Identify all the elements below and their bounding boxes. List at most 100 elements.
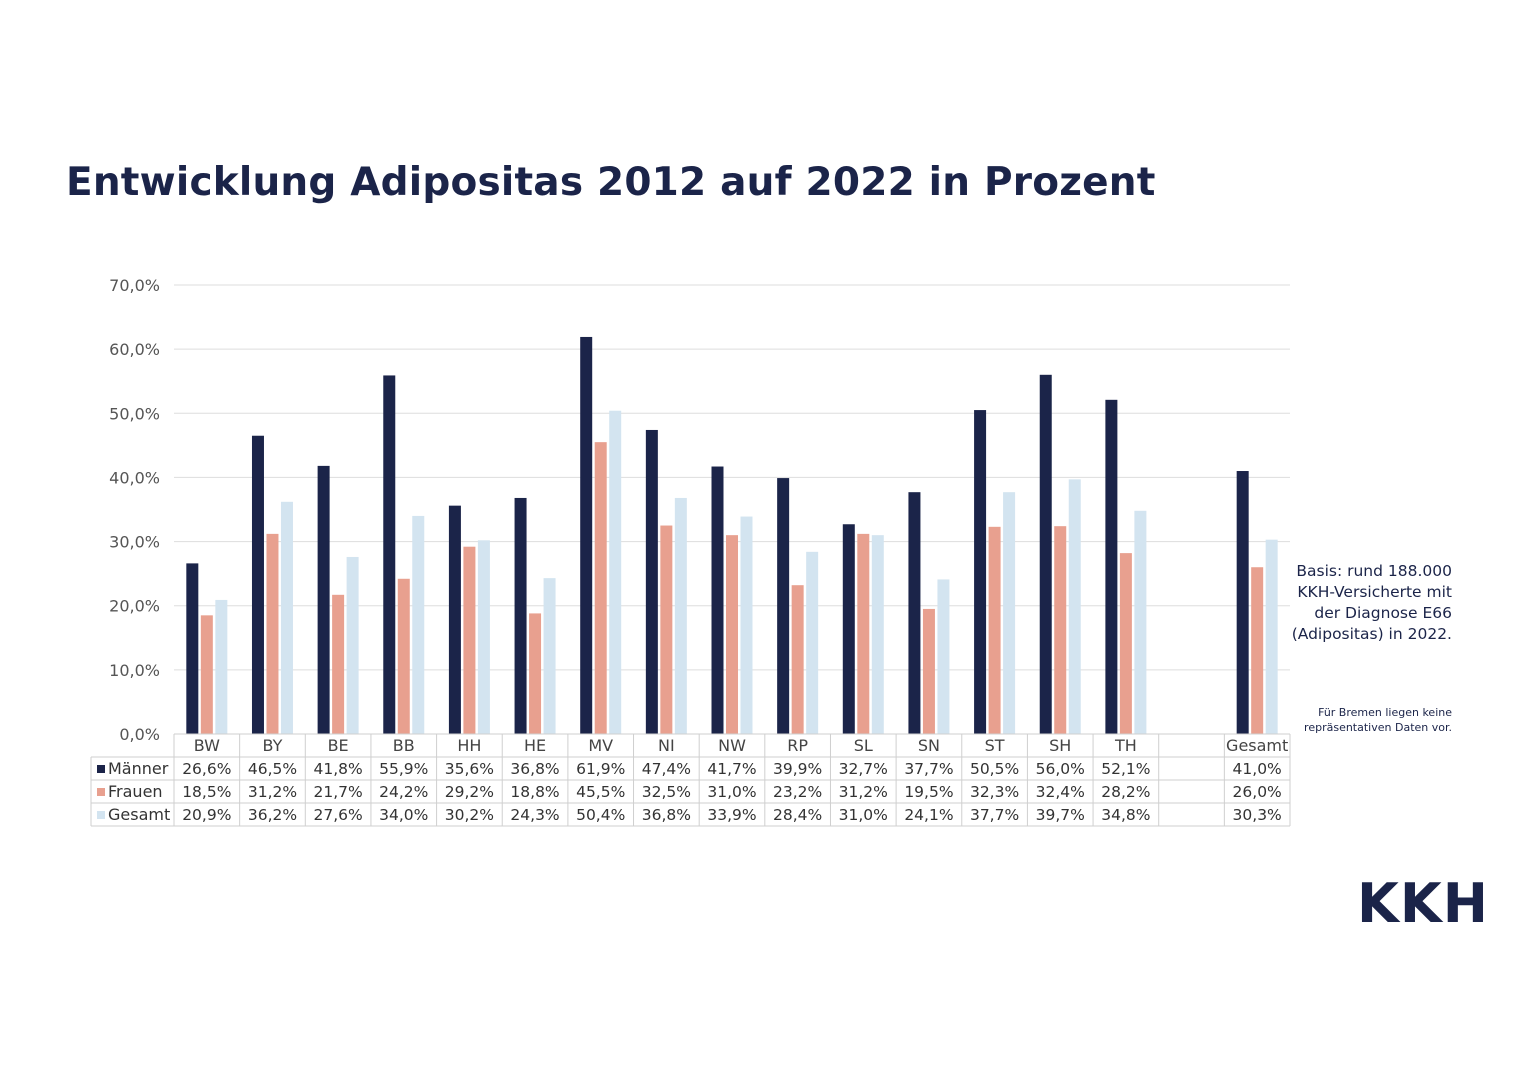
data-label: 32,5% — [642, 783, 691, 801]
bar-männer-ni — [645, 429, 658, 734]
data-label: 34,0% — [379, 806, 428, 824]
data-label: 23,2% — [773, 783, 822, 801]
bar-männer-th — [1105, 399, 1118, 734]
bar-gesamt-bb — [412, 515, 425, 734]
bar-frauen-bw — [200, 615, 213, 734]
data-label: 32,3% — [970, 783, 1019, 801]
data-label: 37,7% — [970, 806, 1019, 824]
category-label: HH — [457, 736, 481, 755]
bar-männer-hh — [448, 505, 461, 734]
bar-gesamt-rp — [806, 551, 819, 734]
data-label: 36,2% — [248, 806, 297, 824]
data-label: 26,6% — [182, 760, 231, 778]
category-label: HE — [524, 736, 546, 755]
data-label: 31,0% — [707, 783, 756, 801]
legend-label-gesamt: Gesamt — [108, 805, 170, 824]
bar-frauen-nw — [726, 535, 738, 734]
bar-männer-be — [317, 465, 330, 734]
data-label: 28,4% — [773, 806, 822, 824]
y-axis: 0,0% 10,0% 20,0% 30,0% 40,0% 50,0% 60,0% 70,0% — [109, 276, 160, 744]
bar-frauen-bb — [397, 578, 410, 734]
data-table: BW BY BE BB HH HE MV NI NW RP SL SN ST SH TH Gesamt Männ… — [90, 733, 1291, 827]
category-label: SL — [854, 736, 873, 755]
bar-frauen-by — [266, 533, 279, 734]
category-label: ST — [985, 736, 1005, 755]
bar-frauen-be — [332, 594, 345, 734]
category-label: Gesamt — [1226, 736, 1288, 755]
bar-gesamt-th — [1134, 510, 1147, 734]
data-label: 18,8% — [510, 783, 559, 801]
data-label: 24,3% — [510, 806, 559, 824]
bar-frauen-st — [988, 526, 1001, 734]
bar-männer-bb — [383, 375, 396, 734]
bar-gesamt-hh — [477, 540, 490, 734]
bar-männer-sn — [908, 492, 921, 734]
data-label: 55,9% — [379, 760, 428, 778]
bar-frauen-sn — [922, 608, 935, 734]
data-label: 36,8% — [642, 806, 691, 824]
data-label: 39,9% — [773, 760, 822, 778]
bar-frauen-ni — [660, 525, 673, 734]
y-tick-label: 60,0% — [109, 340, 160, 359]
bar-gesamt-be — [346, 556, 359, 734]
data-label: 34,8% — [1101, 806, 1150, 824]
bar-männer-by — [251, 435, 264, 734]
bar-männer-bw — [186, 563, 199, 734]
category-label: BB — [393, 736, 415, 755]
category-label: NW — [718, 736, 746, 755]
y-tick-label: 50,0% — [109, 404, 160, 423]
bar-gesamt-sh — [1068, 479, 1081, 734]
bar-gesamt-st — [1003, 492, 1016, 734]
bar-männer-rp — [777, 478, 790, 734]
bar-gesamt-sl — [871, 535, 884, 734]
bar-frauen-gesamt — [1251, 567, 1264, 734]
data-label: 19,5% — [904, 783, 953, 801]
bar-frauen-sl — [857, 533, 870, 734]
data-label: 18,5% — [182, 783, 231, 801]
bremen-footnote: Für Bremen liegen keine repräsentativen … — [1304, 706, 1452, 734]
category-label: SH — [1049, 736, 1071, 755]
bar-männer-sh — [1039, 374, 1052, 734]
bar-gesamt-nw — [740, 516, 753, 734]
category-label: BE — [328, 736, 349, 755]
y-tick-label: 70,0% — [109, 276, 160, 295]
y-tick-label: 40,0% — [109, 468, 160, 487]
category-label: BY — [263, 736, 283, 755]
y-tick-label: 20,0% — [109, 597, 160, 616]
y-tick-label: 0,0% — [119, 725, 160, 744]
legend-label-frauen: Frauen — [108, 782, 163, 801]
bar-frauen-rp — [791, 585, 804, 734]
bar-männer-mv — [580, 336, 593, 734]
data-label: 35,6% — [445, 760, 494, 778]
bar-männer-nw — [711, 466, 724, 734]
data-label: 61,9% — [576, 760, 625, 778]
kkh-logo: KKH — [1357, 872, 1489, 935]
data-label: 24,2% — [379, 783, 428, 801]
bar-gesamt-gesamt — [1265, 539, 1278, 734]
bar-gesamt-mv — [609, 410, 622, 734]
bar-frauen-sh — [1054, 526, 1067, 734]
category-label: SN — [918, 736, 940, 755]
category-label: NI — [658, 736, 675, 755]
bar-frauen-he — [529, 613, 542, 734]
category-label: TH — [1114, 736, 1137, 755]
legend-swatch-gesamt — [97, 811, 105, 819]
data-label: 32,4% — [1036, 783, 1085, 801]
bar-gesamt-ni — [674, 497, 687, 734]
legend-label-männer: Männer — [108, 759, 169, 778]
data-label: 50,5% — [970, 760, 1019, 778]
data-label: 52,1% — [1101, 760, 1150, 778]
bar-gesamt-sn — [937, 579, 950, 734]
data-label: 24,1% — [904, 806, 953, 824]
bars — [186, 336, 1278, 734]
data-label: 56,0% — [1036, 760, 1085, 778]
data-label: 26,0% — [1233, 783, 1282, 801]
data-label: 27,6% — [313, 806, 362, 824]
data-label: 31,2% — [839, 783, 888, 801]
bar-männer-gesamt — [1236, 471, 1249, 734]
data-label: 41,8% — [313, 760, 362, 778]
data-label: 45,5% — [576, 783, 625, 801]
data-label: 36,8% — [510, 760, 559, 778]
data-label: 37,7% — [904, 760, 953, 778]
bar-gesamt-by — [280, 501, 293, 734]
